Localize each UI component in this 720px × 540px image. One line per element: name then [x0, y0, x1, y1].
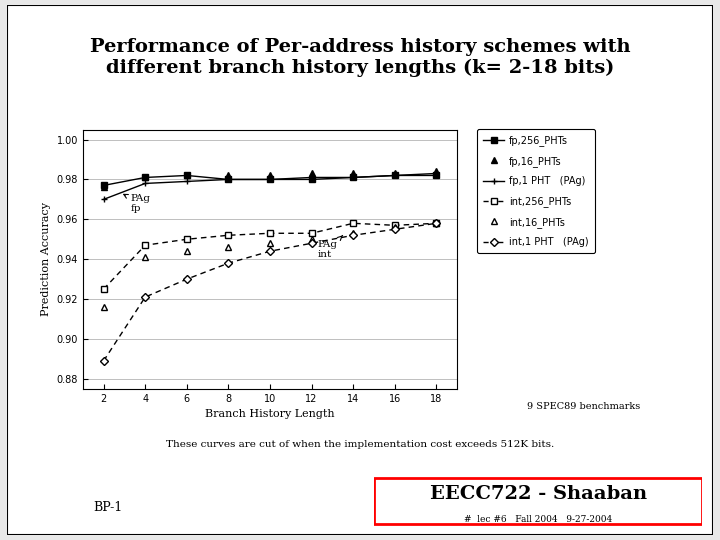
Text: PAg
int: PAg int [318, 235, 343, 259]
FancyBboxPatch shape [7, 5, 713, 535]
Y-axis label: Prediction Accuracy: Prediction Accuracy [41, 202, 51, 316]
Text: These curves are cut of when the implementation cost exceeds 512K bits.: These curves are cut of when the impleme… [166, 440, 554, 449]
Text: #  lec #6   Fall 2004   9-27-2004: # lec #6 Fall 2004 9-27-2004 [464, 515, 612, 524]
Text: PAg
fp: PAg fp [124, 194, 150, 213]
Legend: fp,256_PHTs, fp,16_PHTs, fp,1 PHT   (PAg), int,256_PHTs, int,16_PHTs, int,1 PHT : fp,256_PHTs, fp,16_PHTs, fp,1 PHT (PAg),… [477, 129, 595, 253]
Text: Performance of Per-address history schemes with
different branch history lengths: Performance of Per-address history schem… [90, 38, 630, 77]
X-axis label: Branch History Length: Branch History Length [205, 409, 335, 419]
FancyBboxPatch shape [374, 478, 702, 524]
Text: 9 SPEC89 benchmarks: 9 SPEC89 benchmarks [526, 402, 640, 411]
Text: BP-1: BP-1 [94, 501, 122, 514]
Text: EECC722 - Shaaban: EECC722 - Shaaban [430, 485, 647, 503]
